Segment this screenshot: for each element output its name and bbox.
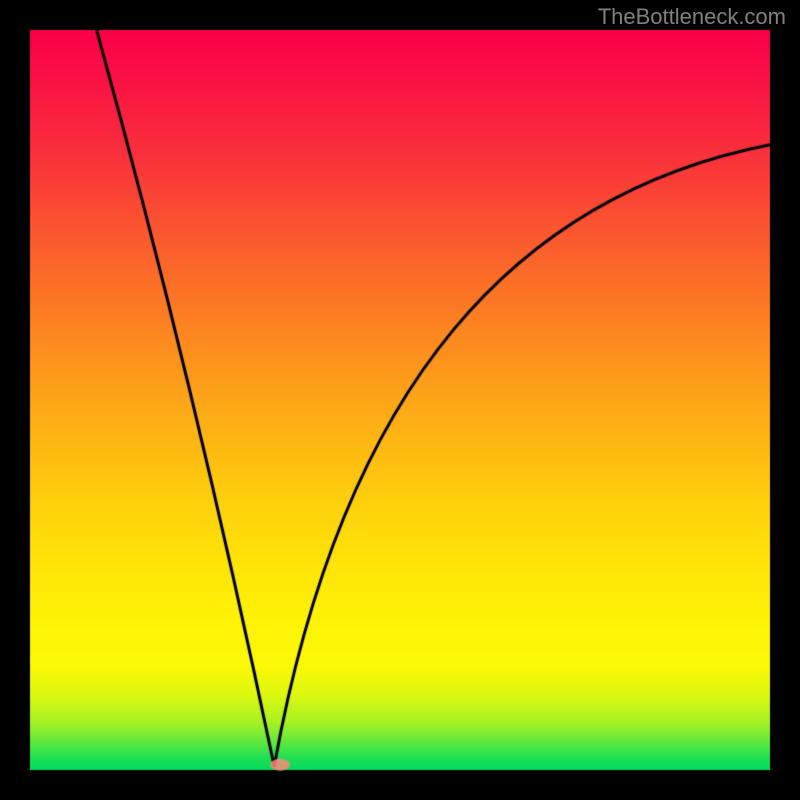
chart-container: { "watermark": { "text": "TheBottleneck.…	[0, 0, 800, 800]
watermark-text: TheBottleneck.com	[598, 4, 786, 30]
bottleneck-chart	[0, 0, 800, 800]
